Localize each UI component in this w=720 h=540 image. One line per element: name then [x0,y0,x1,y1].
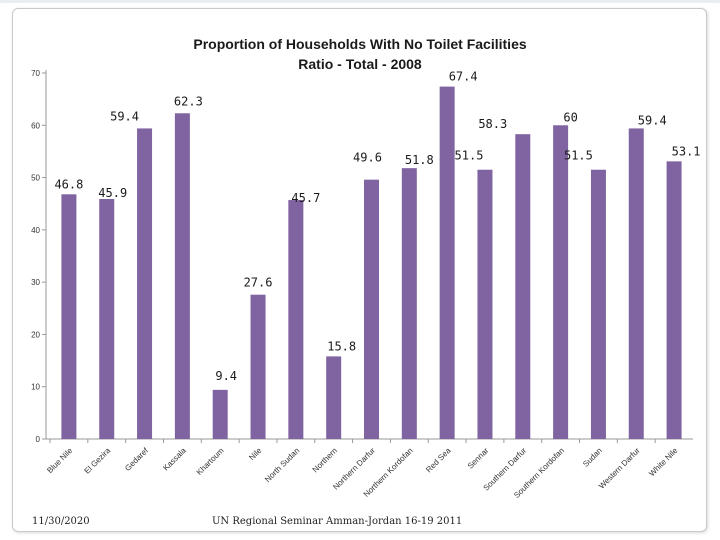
bar-2 [137,128,153,439]
data-label-3: 62.3 [174,94,203,108]
data-label-6: 45.7 [291,191,320,205]
category-label-15: Western Darfur [597,446,642,491]
chart-category-labels: Blue Nile El Gezira Gedaref Kassala Khartoum… [45,446,680,500]
category-label-16: White Nile [647,446,680,479]
y-tick-label-2: 20 [31,330,40,339]
data-label-16: 53.1 [672,144,701,158]
data-label-10: 67.4 [449,70,478,84]
bar-8 [364,179,379,440]
slide-top-line [0,0,720,3]
bar-5 [250,294,266,439]
footer-seminar: UN Regional Seminar Amman-Jordan 16-19 2… [212,516,463,527]
category-label-3: Kassala [161,446,188,473]
bar-11 [477,169,493,439]
category-label-0: Blue Nile [45,446,74,475]
y-tick-label-0: 0 [36,435,41,444]
data-label-2: 59.4 [110,109,139,123]
data-label-11: 51.5 [455,149,484,163]
data-label-15: 59.4 [638,113,667,127]
bar-4 [212,389,228,439]
bar-1 [99,199,115,439]
data-label-13: 60 [563,110,577,124]
bar-7 [326,356,342,439]
category-label-14: Sudan [581,446,604,469]
data-label-14: 51.5 [564,149,593,163]
chart-title-line1: Proportion of Households With No Toilet … [193,36,527,52]
y-tick-label-7: 70 [31,69,40,78]
data-label-1: 45.9 [98,186,127,200]
y-tick-label-3: 30 [31,278,40,287]
bar-6 [288,200,304,439]
bar-16 [666,161,682,439]
y-tick-label-4: 40 [31,226,40,235]
footer-date: 11/30/2020 [32,516,90,527]
chart-title: Proportion of Households With No Toilet … [150,34,570,74]
y-tick-label-5: 50 [31,174,40,183]
data-label-0: 46.8 [54,177,83,191]
category-label-1: El Gezira [83,446,113,476]
chart-data-labels: 46.8 45.9 59.4 62.3 9.4 27.6 45.7 15.8 49.6 51.8 6… [54,70,700,383]
bar-10 [439,86,455,439]
data-label-12: 58.3 [478,117,507,131]
category-label-2: Gedaref [123,446,150,473]
category-label-6: North Sudan [263,446,301,484]
bar-13 [553,125,569,440]
category-label-7: Northern [311,446,339,474]
category-label-4: Khartoum [195,446,226,477]
bar-14 [590,169,606,439]
bar-3 [174,113,190,439]
bar-0 [61,194,77,439]
category-label-11: Sennar [466,446,491,471]
data-label-8: 49.6 [353,151,382,165]
data-label-9: 51.8 [405,153,434,167]
data-label-4: 9.4 [215,369,237,383]
category-label-5: Nile [247,446,263,462]
data-label-7: 15.8 [327,339,356,353]
y-tick-label-6: 60 [31,121,40,130]
category-label-10: Red Sea [424,446,453,475]
bar-15 [628,128,644,439]
chart-title-line2: Ratio - Total - 2008 [298,56,422,72]
bar-9 [401,168,417,439]
data-label-5: 27.6 [244,276,273,290]
chart-bars [61,86,682,440]
y-tick-label-1: 10 [31,383,40,392]
bar-12 [515,134,531,439]
